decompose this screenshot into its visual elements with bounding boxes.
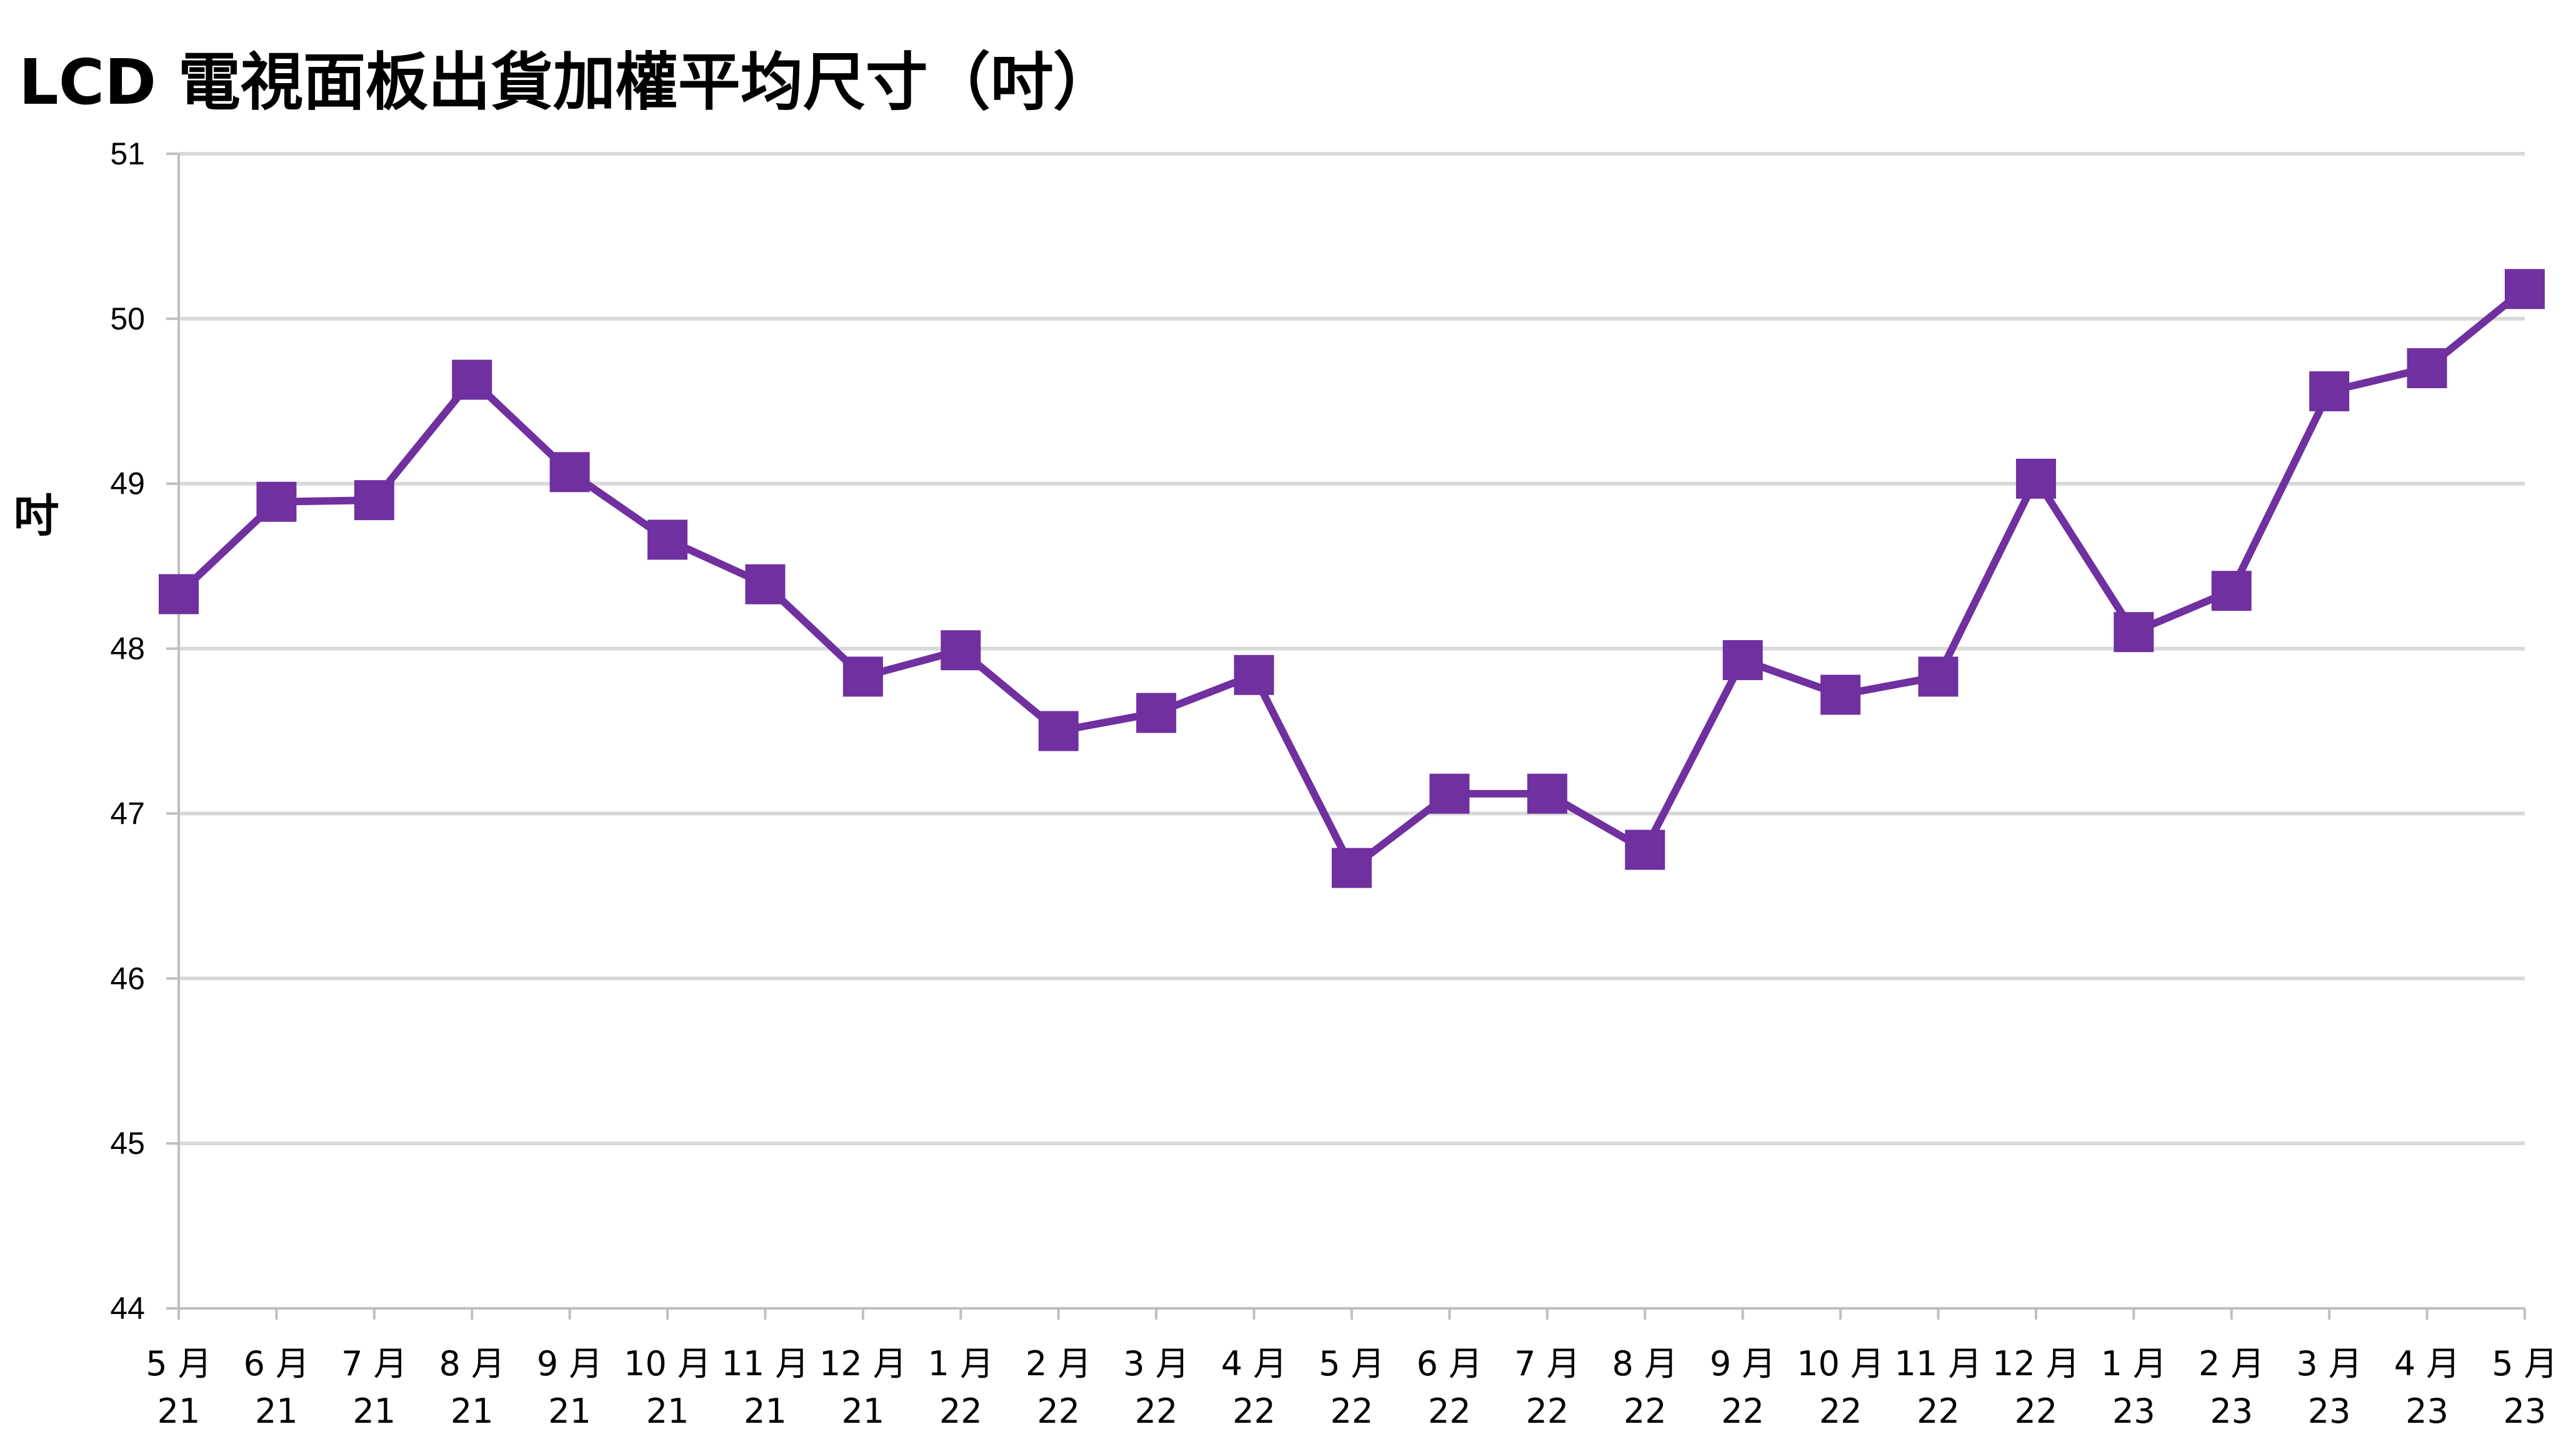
y-axis-label: 吋 <box>14 489 59 542</box>
x-tick-year: 22 <box>1721 1391 1764 1431</box>
x-tick-month: 7 月 <box>1514 1344 1580 1383</box>
y-tick-label: 47 <box>110 796 145 831</box>
x-tick-year: 22 <box>939 1391 982 1431</box>
data-point-marker <box>2407 348 2447 389</box>
x-tick-year: 22 <box>1917 1391 1960 1431</box>
y-tick-label: 50 <box>110 301 145 336</box>
x-tick-month: 10 月 <box>624 1344 711 1383</box>
x-tick-year: 21 <box>157 1391 201 1431</box>
chart-title: LCD 電視面板出貨加權平均尺寸（吋） <box>19 46 1116 119</box>
x-tick-year: 21 <box>255 1391 298 1431</box>
data-point-marker <box>1625 830 1665 870</box>
data-point-marker <box>2114 612 2154 653</box>
data-point-marker <box>1918 656 1959 697</box>
data-point-marker <box>1038 711 1079 751</box>
data-point-marker <box>452 359 492 400</box>
x-tick-year: 21 <box>646 1391 689 1431</box>
x-tick-month: 3 月 <box>1123 1344 1189 1383</box>
x-tick-year: 22 <box>1525 1391 1569 1431</box>
data-point-marker <box>2309 371 2350 411</box>
x-tick-year: 22 <box>1819 1391 1862 1431</box>
x-tick-month: 4 月 <box>2394 1344 2460 1383</box>
x-tick-month: 12 月 <box>819 1344 907 1383</box>
data-point-marker <box>256 481 297 522</box>
x-tick-year: 22 <box>2015 1391 2058 1431</box>
x-tick-month: 6 月 <box>1417 1344 1483 1383</box>
x-tick-year: 23 <box>2112 1391 2155 1431</box>
y-tick-label: 44 <box>110 1291 145 1326</box>
x-tick-month: 8 月 <box>1612 1344 1678 1383</box>
x-tick-month: 5 月 <box>1319 1344 1385 1383</box>
data-point-marker <box>1234 654 1274 695</box>
y-tick-label: 45 <box>110 1126 145 1161</box>
x-tick-month: 8 月 <box>439 1344 505 1383</box>
data-point-marker <box>1136 693 1177 733</box>
x-tick-year: 22 <box>1135 1391 1178 1431</box>
data-point-marker <box>647 519 688 560</box>
y-tick-labels: 44 45 46 47 48 49 50 51 <box>110 136 145 1326</box>
x-tick-year: 21 <box>451 1391 494 1431</box>
x-tick-month: 6 月 <box>244 1344 310 1383</box>
x-tick-year: 21 <box>842 1391 885 1431</box>
x-tick-year: 23 <box>2210 1391 2253 1431</box>
y-tick-label: 51 <box>110 136 145 171</box>
y-tick-label: 46 <box>110 961 145 996</box>
data-point-marker <box>941 630 981 671</box>
data-point-marker <box>2211 571 2252 611</box>
data-point-marker <box>549 452 590 493</box>
x-tick-year: 22 <box>1232 1391 1276 1431</box>
data-point-marker <box>354 480 394 521</box>
series-line-layer <box>176 286 2527 872</box>
data-point-marker <box>2015 458 2056 499</box>
x-tick-month: 9 月 <box>537 1344 603 1383</box>
data-point-marker <box>842 656 883 697</box>
x-tick-month: 1 月 <box>928 1344 994 1383</box>
x-tick-year: 23 <box>2405 1391 2449 1431</box>
gridlines <box>179 152 2525 1146</box>
y-tick-label: 49 <box>110 466 145 501</box>
x-tick-month: 2 月 <box>2199 1344 2265 1383</box>
x-tick-month: 11 月 <box>722 1344 809 1383</box>
series-markers <box>159 269 2545 888</box>
data-point-marker <box>1527 773 1567 814</box>
x-tick-year: 22 <box>1037 1391 1080 1431</box>
x-tick-month: 12 月 <box>1992 1344 2080 1383</box>
x-tick-month: 10 月 <box>1797 1344 1884 1383</box>
y-tick-label: 48 <box>110 631 145 666</box>
x-tick-year: 21 <box>744 1391 787 1431</box>
x-tick-year: 23 <box>2504 1391 2547 1431</box>
data-point-marker <box>745 564 786 604</box>
data-point-marker <box>159 574 199 614</box>
x-tick-month: 11 月 <box>1895 1344 1982 1383</box>
x-tick-year: 21 <box>352 1391 396 1431</box>
x-tick-month: 3 月 <box>2296 1344 2362 1383</box>
data-point-marker <box>1722 640 1763 681</box>
series-line <box>176 286 2527 872</box>
x-tick-month: 5 月 <box>146 1344 212 1383</box>
x-tick-month: 1 月 <box>2101 1344 2167 1383</box>
data-point-marker <box>2505 269 2545 309</box>
x-tick-year: 22 <box>1428 1391 1471 1431</box>
x-tick-labels: 5 月 21 6 月 21 7 月 21 8 月 21 9 月 21 10 月 21 11 月 21 12 … <box>146 1344 2558 1431</box>
x-tick-year: 22 <box>1624 1391 1667 1431</box>
x-tick-month: 2 月 <box>1026 1344 1092 1383</box>
data-point-marker <box>1429 773 1470 814</box>
x-tick-year: 21 <box>548 1391 591 1431</box>
x-tick-month: 7 月 <box>341 1344 407 1383</box>
data-point-marker <box>1332 848 1372 888</box>
data-point-marker <box>1820 674 1861 715</box>
x-tick-month: 4 月 <box>1221 1344 1287 1383</box>
x-tick-month: 9 月 <box>1710 1344 1776 1383</box>
x-tick-year: 22 <box>1330 1391 1374 1431</box>
x-tick-month: 5 月 <box>2492 1344 2558 1383</box>
x-tick-year: 23 <box>2308 1391 2351 1431</box>
axes <box>166 153 2526 1320</box>
